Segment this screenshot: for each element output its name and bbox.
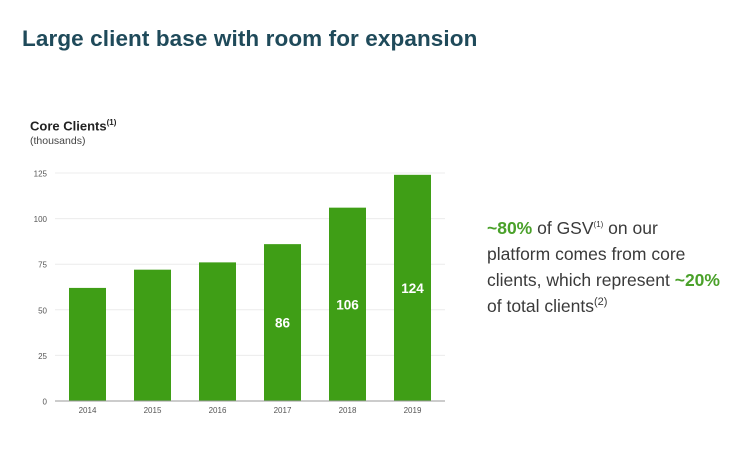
data-label-2018: 106 xyxy=(336,297,359,312)
chart-title-footnote: (1) xyxy=(106,118,117,127)
chart-title: Core Clients(1) xyxy=(30,118,116,133)
gridlines xyxy=(55,172,445,356)
bar-2015 xyxy=(134,269,171,401)
data-labels: 86 106 124 xyxy=(275,281,424,331)
x-tick-label: 2014 xyxy=(79,406,97,415)
x-tick-label: 2016 xyxy=(209,406,227,415)
callout-percent-clients: ~20% xyxy=(674,270,720,290)
y-tick-labels: 0 25 50 75 100 125 xyxy=(34,170,48,407)
x-tick-label: 2017 xyxy=(274,406,292,415)
x-tick-label: 2019 xyxy=(404,406,422,415)
y-tick-label: 100 xyxy=(34,215,48,224)
data-label-2019: 124 xyxy=(401,281,424,296)
bar-2019 xyxy=(394,174,431,401)
data-label-2017: 86 xyxy=(275,316,291,331)
callout-footnote-1: (1) xyxy=(593,220,604,230)
y-tick-label: 25 xyxy=(38,352,47,361)
y-tick-label: 0 xyxy=(43,398,48,407)
page-title: Large client base with room for expansio… xyxy=(22,26,478,51)
y-tick-label: 75 xyxy=(38,261,47,270)
bar-2014 xyxy=(69,287,106,401)
callout-text: ~80% of GSV(1) on our platform comes fro… xyxy=(487,215,722,319)
callout-percent-gsv: ~80% xyxy=(487,218,533,238)
bar-2017 xyxy=(264,244,301,401)
chart-title-text: Core Clients xyxy=(30,118,107,134)
bar-2016 xyxy=(199,262,236,401)
chart-subtitle: (thousands) xyxy=(30,135,86,147)
callout-text-3: of total clients xyxy=(487,296,594,316)
y-tick-label: 50 xyxy=(38,306,47,315)
bar-2018 xyxy=(329,207,366,401)
x-tick-label: 2015 xyxy=(144,406,162,415)
x-tick-labels: 2014 2015 2016 2017 2018 2019 xyxy=(79,406,422,415)
callout-text-2: on our platform comes from core clients,… xyxy=(487,218,686,290)
callout-text-1: of GSV xyxy=(532,218,594,238)
y-tick-label: 125 xyxy=(34,170,48,179)
x-tick-label: 2018 xyxy=(339,406,357,415)
callout-footnote-2: (2) xyxy=(594,296,608,309)
bars xyxy=(69,174,431,401)
